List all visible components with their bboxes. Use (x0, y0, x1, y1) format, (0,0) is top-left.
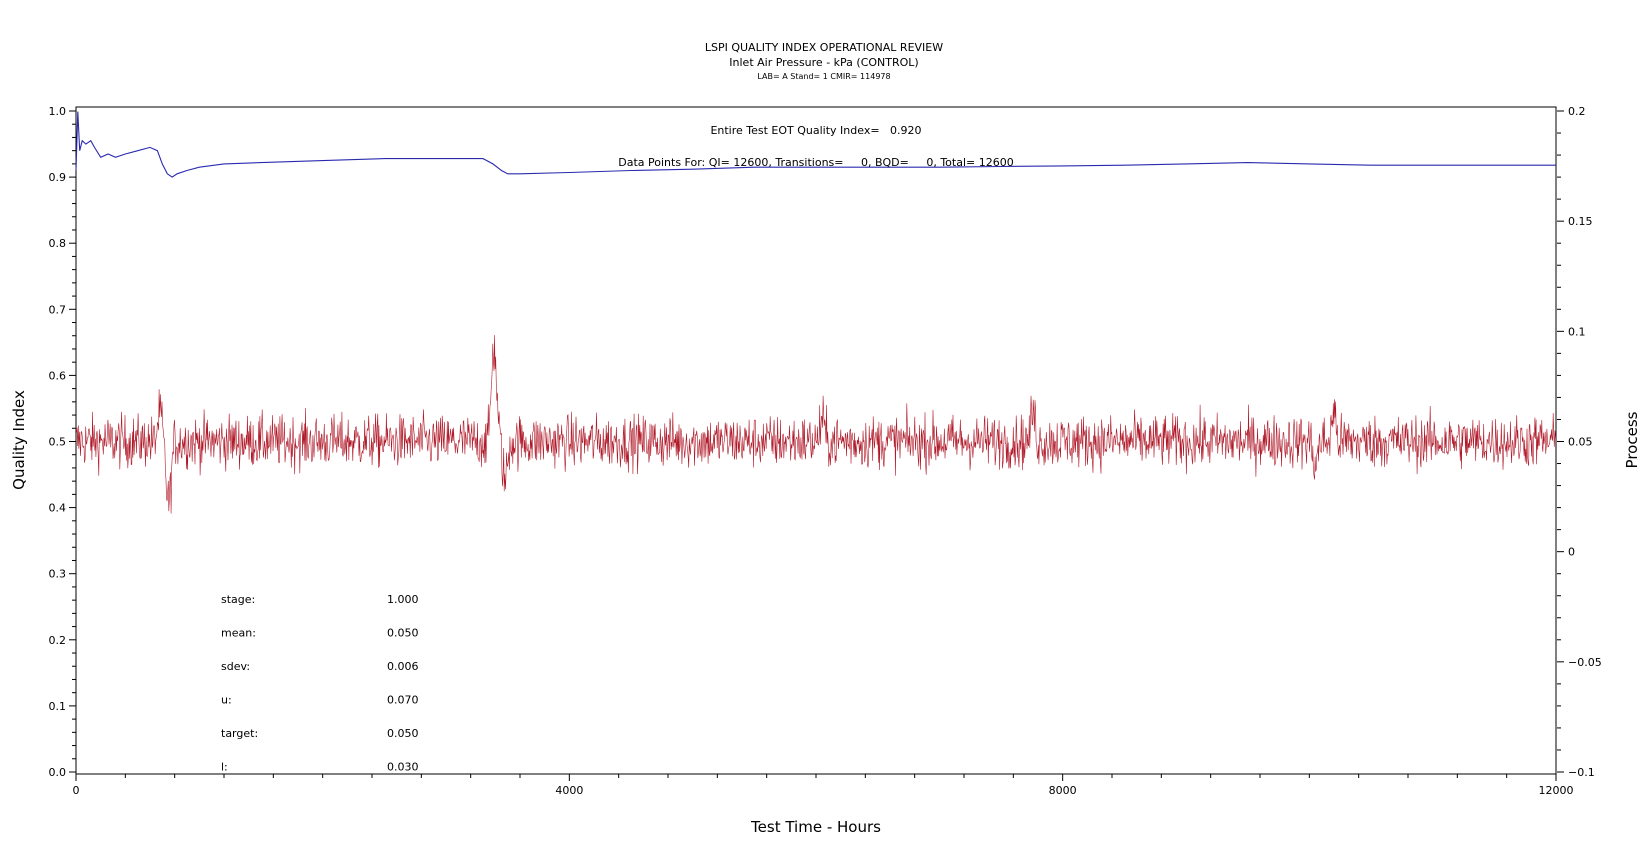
stat-label: mean: (221, 627, 256, 640)
y-left-tick-label: 0.6 (49, 369, 67, 382)
chart-title: LSPI QUALITY INDEX OPERATIONAL REVIEW (705, 41, 943, 54)
annotation-data-points: Data Points For: QI= 12600, Transitions=… (618, 156, 1013, 169)
y-left-tick-label: 0.1 (49, 700, 67, 713)
chart-subtitle-2: LAB= A Stand= 1 CMIR= 114978 (757, 72, 890, 81)
y-left-tick-label: 0.8 (49, 237, 67, 250)
chart-subtitle: Inlet Air Pressure - kPa (CONTROL) (729, 56, 918, 69)
annotation-quality-index: Entire Test EOT Quality Index= 0.920 (710, 124, 921, 137)
y-left-tick-label: 0.3 (49, 568, 67, 581)
stat-value: 0.006 (387, 660, 419, 673)
series-quality-index-line (75, 111, 1556, 178)
y-axis-left-label: Quality Index (10, 390, 28, 490)
stats-block: stage: 1.000 mean: 0.050 sdev: 0.006 u: 0.070 ta… (221, 593, 419, 774)
y-right-tick-label: 0.2 (1568, 105, 1586, 118)
y-right-tick-label: −0.05 (1568, 656, 1602, 669)
stat-label: target: (221, 727, 258, 740)
x-tick-label: 8000 (1049, 784, 1077, 797)
x-tick-label: 0 (73, 784, 80, 797)
series-process-line (75, 335, 1557, 514)
y-right-tick-label: 0.1 (1568, 325, 1586, 338)
y-right-tick-label: 0 (1568, 546, 1575, 559)
x-tick-label: 4000 (555, 784, 583, 797)
y-axis-left: 0.0 0.1 0.2 0.3 0.4 0.5 0.6 0.7 0.8 0.9 1.0 (49, 105, 76, 779)
stat-label: sdev: (221, 660, 250, 673)
stat-value: 0.030 (387, 761, 419, 774)
stat-value: 0.050 (387, 627, 419, 640)
stat-value: 0.070 (387, 694, 419, 707)
x-axis: 0 4000 8000 12000 (73, 774, 1574, 797)
y-left-tick-label: 0.9 (49, 171, 67, 184)
y-left-tick-label: 1.0 (49, 105, 67, 118)
y-axis-right-label: Process (1623, 411, 1641, 468)
y-right-tick-label: −0.1 (1568, 766, 1595, 779)
y-left-tick-label: 0.0 (49, 766, 67, 779)
y-left-tick-label: 0.4 (49, 502, 67, 515)
y-left-tick-label: 0.7 (49, 303, 67, 316)
x-tick-label: 12000 (1539, 784, 1574, 797)
stat-value: 0.050 (387, 727, 419, 740)
stat-value: 1.000 (387, 593, 419, 606)
y-axis-right: −0.1 −0.05 0 0.05 0.1 0.15 0.2 (1557, 105, 1602, 779)
stat-label: u: (221, 694, 232, 707)
y-left-tick-label: 0.5 (49, 436, 67, 449)
y-left-tick-label: 0.2 (49, 634, 67, 647)
y-right-tick-label: 0.05 (1568, 436, 1593, 449)
y-right-tick-label: 0.15 (1568, 215, 1593, 228)
stat-label: stage: (221, 593, 255, 606)
x-axis-label: Test Time - Hours (750, 818, 881, 836)
stat-label: l: (221, 761, 228, 774)
